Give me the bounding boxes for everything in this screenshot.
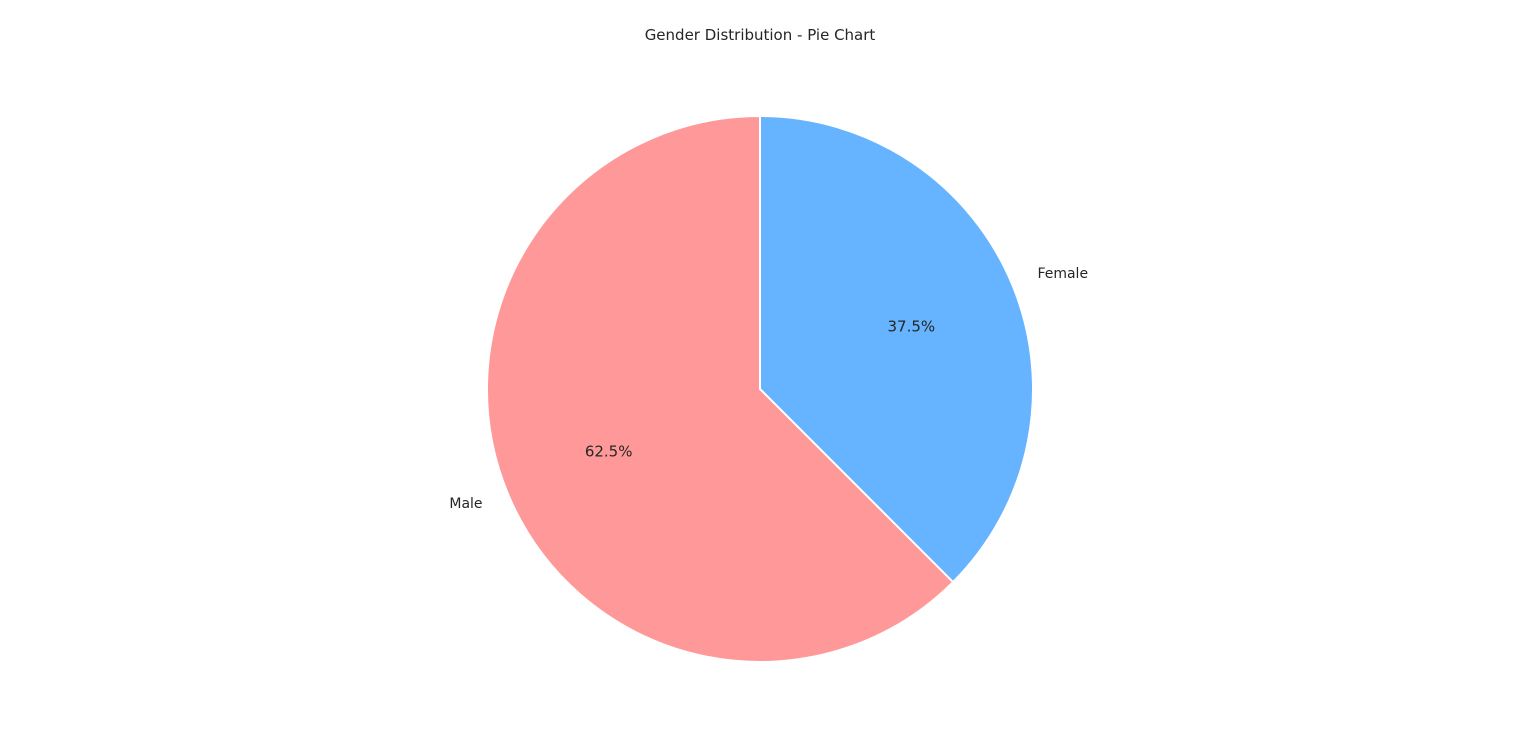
slice-percent-male: 62.5% bbox=[585, 443, 633, 461]
chart-title: Gender Distribution - Pie Chart bbox=[645, 26, 876, 44]
slice-percent-female: 37.5% bbox=[888, 317, 936, 335]
slice-label-male: Male bbox=[449, 496, 482, 512]
pie-slice-female bbox=[759, 115, 1034, 584]
pie-slice-male bbox=[486, 115, 955, 663]
pie-slices bbox=[486, 115, 1034, 663]
slice-label-female: Female bbox=[1037, 266, 1088, 282]
pie-labels: Female 37.5% Male 62.5% bbox=[449, 266, 1088, 512]
